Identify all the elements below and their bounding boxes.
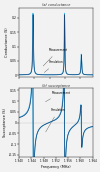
Text: Simulation: Simulation xyxy=(46,108,66,132)
Title: (b) susceptance: (b) susceptance xyxy=(42,84,70,88)
Y-axis label: Susceptance (S): Susceptance (S) xyxy=(4,108,8,137)
X-axis label: Frequency (MHz): Frequency (MHz) xyxy=(41,165,71,169)
Text: Simulation: Simulation xyxy=(44,60,64,72)
Title: (a) conductance: (a) conductance xyxy=(42,3,70,7)
Text: Measurement: Measurement xyxy=(43,48,68,66)
Text: Measurement: Measurement xyxy=(45,91,70,102)
Y-axis label: Conductance (S): Conductance (S) xyxy=(5,27,9,57)
